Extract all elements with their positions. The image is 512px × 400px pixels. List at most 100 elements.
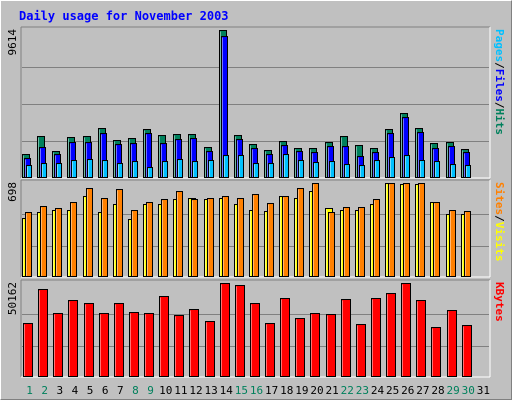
bar-pages-day-23	[359, 165, 365, 178]
x-tick-label-8: 8	[132, 384, 139, 397]
bar-kbytes-day-3	[53, 313, 63, 377]
x-tick-label-22: 22	[341, 384, 354, 397]
bar-sites-day-2	[40, 206, 47, 277]
x-tick-label-28: 28	[431, 384, 444, 397]
x-tick-label-16: 16	[250, 384, 263, 397]
legend-entry: Sites	[493, 182, 506, 215]
bar-pages-day-3	[56, 163, 62, 178]
bar-pages-day-4	[71, 160, 77, 178]
bar-sites-day-9	[146, 202, 153, 277]
bar-sites-day-24	[373, 199, 380, 277]
legend-entry: KBytes	[493, 282, 506, 322]
x-tick-label-27: 27	[416, 384, 429, 397]
bar-pages-day-9	[147, 167, 153, 178]
bar-sites-day-1	[25, 212, 32, 277]
x-tick-label-17: 17	[265, 384, 278, 397]
legend-entry: Files	[493, 69, 506, 102]
x-tick-label-19: 19	[295, 384, 308, 397]
bar-pages-day-11	[177, 159, 183, 178]
bar-pages-day-21	[329, 161, 335, 178]
bar-pages-day-12	[192, 161, 198, 178]
bar-pages-day-27	[419, 160, 425, 178]
bar-kbytes-day-14	[220, 283, 230, 377]
legend-entry: /	[493, 215, 506, 222]
panel-hits: 9614 Pages/Files/Hits	[6, 26, 506, 179]
bar-kbytes-day-8	[129, 312, 139, 377]
bar-sites-day-21	[328, 212, 335, 277]
bar-pages-day-18	[283, 154, 289, 178]
bar-kbytes-day-4	[68, 300, 78, 377]
bar-sites-day-8	[131, 210, 138, 277]
x-tick-label-26: 26	[401, 384, 414, 397]
legend-entry: /	[493, 62, 506, 69]
bar-kbytes-day-18	[280, 298, 290, 377]
bar-kbytes-day-28	[431, 327, 441, 377]
bar-kbytes-day-26	[401, 283, 411, 377]
bar-pages-day-19	[298, 160, 304, 178]
bar-sites-day-30	[464, 211, 471, 277]
bar-kbytes-day-17	[265, 323, 275, 377]
bar-pages-day-17	[268, 163, 274, 178]
panel-hits-max-label: 9614	[6, 29, 19, 56]
bar-kbytes-day-27	[416, 300, 426, 377]
bar-sites-day-19	[297, 188, 304, 277]
bar-kbytes-day-21	[326, 314, 336, 377]
bar-sites-day-28	[433, 202, 440, 277]
bar-pages-day-15	[238, 155, 244, 178]
legend-entry: Hits	[493, 109, 506, 136]
legend-entry: /	[493, 102, 506, 109]
bar-kbytes-day-7	[114, 303, 124, 377]
x-tick-label-31: 31	[477, 384, 490, 397]
bar-pages-day-2	[41, 163, 47, 178]
panel-kbytes-max-label: 50162	[6, 282, 19, 315]
x-tick-label-12: 12	[189, 384, 202, 397]
bar-sites-day-27	[418, 183, 425, 277]
x-tick-label-18: 18	[280, 384, 293, 397]
x-tick-label-14: 14	[220, 384, 234, 397]
bar-kbytes-day-13	[205, 321, 215, 377]
panel-visits-legend: Sites/Visits	[493, 182, 506, 262]
bar-pages-day-5	[87, 159, 93, 178]
x-tick-label-13: 13	[204, 384, 217, 397]
x-tick-label-24: 24	[371, 384, 385, 397]
bar-pages-day-25	[389, 157, 395, 178]
bar-pages-day-16	[253, 163, 259, 178]
bar-pages-day-29	[450, 164, 456, 178]
bar-kbytes-day-24	[371, 298, 381, 377]
bar-kbytes-day-12	[189, 309, 199, 377]
panel-visits-max-label: 698	[6, 182, 19, 202]
x-tick-label-29: 29	[447, 384, 460, 397]
x-tick-label-25: 25	[386, 384, 399, 397]
x-tick-label-7: 7	[117, 384, 124, 397]
bar-kbytes-day-5	[84, 303, 94, 377]
bar-kbytes-day-2	[38, 289, 48, 377]
legend-entry: Visits	[493, 222, 506, 262]
bar-pages-day-30	[465, 165, 471, 178]
bar-pages-day-1	[26, 165, 32, 178]
bar-pages-day-26	[404, 155, 410, 178]
bar-sites-day-5	[86, 188, 93, 277]
x-tick-label-20: 20	[310, 384, 323, 397]
bar-pages-day-6	[102, 160, 108, 178]
x-tick-label-23: 23	[356, 384, 369, 397]
bar-sites-day-11	[176, 191, 183, 277]
x-tick-label-21: 21	[326, 384, 339, 397]
x-tick-label-11: 11	[174, 384, 187, 397]
bar-kbytes-day-10	[159, 296, 169, 377]
bar-kbytes-day-9	[144, 313, 154, 377]
bar-kbytes-day-15	[235, 285, 245, 377]
legend-entry: Pages	[493, 29, 506, 62]
panel-hits-legend: Pages/Files/Hits	[493, 29, 506, 135]
bar-kbytes-day-1	[23, 323, 33, 377]
x-tick-label-30: 30	[462, 384, 475, 397]
bar-sites-day-7	[116, 189, 123, 277]
bar-sites-day-16	[252, 194, 259, 277]
bar-pages-day-28	[434, 161, 440, 178]
bar-kbytes-day-20	[310, 313, 320, 377]
bar-sites-day-17	[267, 203, 274, 277]
bar-pages-day-10	[162, 161, 168, 178]
bar-sites-day-29	[449, 210, 456, 277]
x-tick-label-3: 3	[57, 384, 64, 397]
panel-kbytes-legend: KBytes	[493, 282, 506, 322]
bar-kbytes-day-23	[356, 324, 366, 377]
